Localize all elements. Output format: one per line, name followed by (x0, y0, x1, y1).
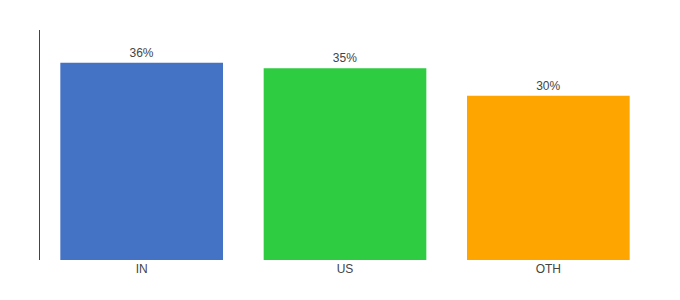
svg-text:US: US (337, 262, 354, 276)
svg-text:36%: 36% (129, 46, 153, 60)
svg-text:35%: 35% (333, 51, 357, 65)
svg-text:30%: 30% (536, 79, 560, 93)
svg-text:OTH: OTH (536, 262, 561, 276)
svg-text:IN: IN (136, 262, 148, 276)
